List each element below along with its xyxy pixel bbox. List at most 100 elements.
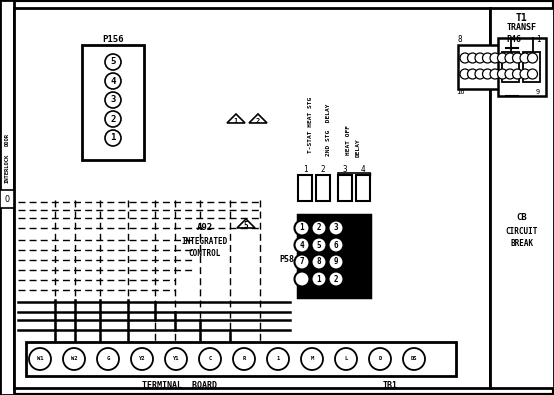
Text: 9: 9 bbox=[536, 89, 540, 95]
Circle shape bbox=[483, 69, 493, 79]
Circle shape bbox=[97, 348, 119, 370]
Circle shape bbox=[497, 69, 507, 79]
Bar bbox=[300, 217, 368, 295]
Text: 2ND STG  DELAY: 2ND STG DELAY bbox=[326, 104, 331, 156]
Text: 3: 3 bbox=[334, 224, 338, 233]
Circle shape bbox=[483, 53, 493, 63]
Circle shape bbox=[301, 348, 323, 370]
Text: T-STAT HEAT STG: T-STAT HEAT STG bbox=[307, 97, 312, 153]
Circle shape bbox=[329, 254, 343, 269]
Bar bbox=[26, 342, 456, 376]
Bar bbox=[338, 175, 352, 201]
Circle shape bbox=[475, 69, 485, 79]
Circle shape bbox=[490, 69, 500, 79]
Circle shape bbox=[497, 53, 507, 63]
Circle shape bbox=[329, 237, 343, 252]
Text: P156: P156 bbox=[102, 36, 124, 45]
Text: 1: 1 bbox=[110, 134, 116, 143]
Text: T1: T1 bbox=[516, 13, 528, 23]
Polygon shape bbox=[227, 114, 245, 123]
Text: 5: 5 bbox=[317, 241, 321, 250]
Circle shape bbox=[311, 254, 326, 269]
Text: P58: P58 bbox=[279, 256, 294, 265]
Bar bbox=[82, 45, 144, 160]
Text: CONTROL: CONTROL bbox=[189, 250, 221, 258]
Text: TRANSF: TRANSF bbox=[507, 23, 537, 32]
Bar bbox=[298, 175, 312, 201]
Text: W2: W2 bbox=[71, 357, 77, 361]
Circle shape bbox=[369, 348, 391, 370]
Bar bbox=[0, 190, 14, 208]
Text: 16: 16 bbox=[456, 89, 464, 95]
Circle shape bbox=[512, 53, 522, 63]
Circle shape bbox=[233, 348, 255, 370]
Circle shape bbox=[403, 348, 425, 370]
Circle shape bbox=[475, 53, 485, 63]
Circle shape bbox=[63, 348, 85, 370]
Circle shape bbox=[505, 53, 515, 63]
Text: G: G bbox=[106, 357, 110, 361]
Bar bbox=[523, 52, 540, 82]
Circle shape bbox=[295, 271, 310, 286]
Text: 5: 5 bbox=[110, 58, 116, 66]
Polygon shape bbox=[249, 114, 267, 123]
Circle shape bbox=[199, 348, 221, 370]
Circle shape bbox=[329, 220, 343, 235]
Text: 7: 7 bbox=[300, 258, 304, 267]
Bar bbox=[498, 38, 546, 96]
Circle shape bbox=[329, 271, 343, 286]
Bar bbox=[298, 215, 370, 297]
Circle shape bbox=[520, 69, 530, 79]
Circle shape bbox=[311, 220, 326, 235]
Bar bbox=[458, 45, 540, 89]
Text: TERMINAL  BOARD: TERMINAL BOARD bbox=[142, 380, 218, 389]
Bar bbox=[316, 175, 330, 201]
Text: O: O bbox=[4, 194, 9, 203]
Text: 4: 4 bbox=[110, 77, 116, 85]
Bar bbox=[14, 8, 490, 388]
Text: 1: 1 bbox=[536, 36, 540, 45]
Text: DELAY: DELAY bbox=[356, 139, 361, 157]
Circle shape bbox=[468, 53, 478, 63]
Text: 1: 1 bbox=[300, 224, 304, 233]
Text: P46: P46 bbox=[506, 36, 521, 45]
Text: BREAK: BREAK bbox=[510, 239, 534, 248]
Circle shape bbox=[105, 111, 121, 127]
Circle shape bbox=[105, 92, 121, 108]
Circle shape bbox=[165, 348, 187, 370]
Circle shape bbox=[105, 54, 121, 70]
Text: C: C bbox=[208, 357, 212, 361]
Circle shape bbox=[295, 237, 310, 252]
Bar bbox=[490, 8, 554, 388]
Text: 9: 9 bbox=[334, 258, 338, 267]
Text: 1: 1 bbox=[276, 357, 280, 361]
Polygon shape bbox=[237, 219, 255, 228]
Text: 6: 6 bbox=[334, 241, 338, 250]
Text: R: R bbox=[243, 357, 245, 361]
Circle shape bbox=[311, 271, 326, 286]
Circle shape bbox=[520, 53, 530, 63]
Text: INTEGRATED: INTEGRATED bbox=[182, 237, 228, 246]
Text: 2: 2 bbox=[110, 115, 116, 124]
Text: 2: 2 bbox=[321, 166, 325, 175]
Text: 2: 2 bbox=[256, 118, 260, 124]
Circle shape bbox=[460, 53, 470, 63]
Text: 3: 3 bbox=[110, 96, 116, 105]
Text: L: L bbox=[345, 357, 347, 361]
Text: 2: 2 bbox=[317, 224, 321, 233]
Bar bbox=[502, 52, 519, 82]
Circle shape bbox=[131, 348, 153, 370]
Circle shape bbox=[295, 220, 310, 235]
Circle shape bbox=[105, 73, 121, 89]
Text: HEAT OFF: HEAT OFF bbox=[346, 125, 351, 155]
Text: 4: 4 bbox=[300, 241, 304, 250]
Text: TB1: TB1 bbox=[382, 380, 398, 389]
Text: 8: 8 bbox=[317, 258, 321, 267]
Circle shape bbox=[29, 348, 51, 370]
Text: CIRCUIT: CIRCUIT bbox=[506, 228, 538, 237]
Bar bbox=[356, 175, 370, 201]
Text: A92: A92 bbox=[197, 224, 213, 233]
Text: M: M bbox=[310, 357, 314, 361]
Circle shape bbox=[505, 69, 515, 79]
Circle shape bbox=[468, 69, 478, 79]
